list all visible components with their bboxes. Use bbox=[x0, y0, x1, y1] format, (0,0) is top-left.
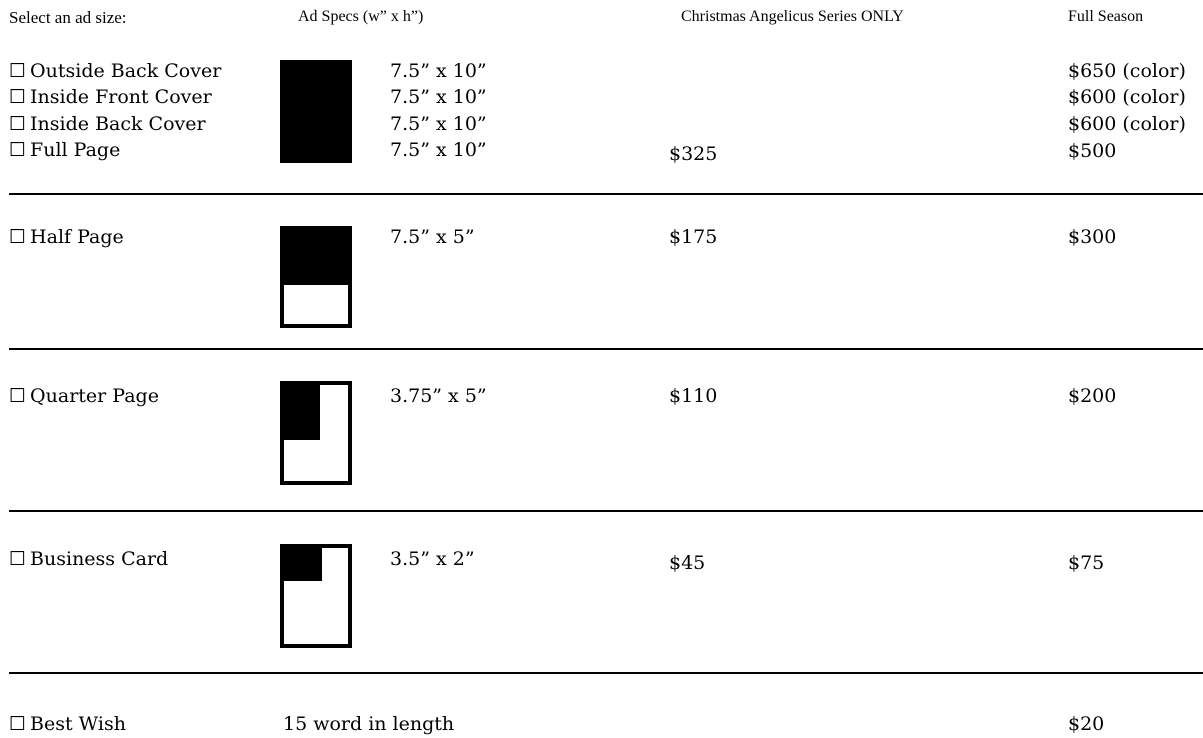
ad-area-fill bbox=[284, 385, 320, 440]
checkbox[interactable]: ☐ bbox=[9, 60, 27, 82]
season-price-business-card: $75 bbox=[1068, 552, 1105, 574]
christmas-price-half-page: $175 bbox=[669, 226, 718, 248]
option-inside-front-cover[interactable]: ☐ Inside Front Cover bbox=[9, 85, 212, 109]
option-label: Quarter Page bbox=[30, 385, 159, 407]
season-price-best-wish: $20 bbox=[1068, 713, 1105, 735]
option-full-page[interactable]: ☐ Full Page bbox=[9, 138, 120, 162]
divider bbox=[9, 193, 1203, 195]
season-price-inside-front-cover: $600 (color) bbox=[1068, 86, 1186, 108]
option-half-page[interactable]: ☐ Half Page bbox=[9, 225, 124, 249]
season-price-full-page: $500 bbox=[1068, 140, 1117, 162]
business-card-ad-icon bbox=[280, 544, 352, 648]
option-business-card[interactable]: ☐ Business Card bbox=[9, 547, 168, 571]
option-label: Inside Back Cover bbox=[30, 113, 206, 135]
spec-best-wish: 15 word in length bbox=[283, 713, 455, 735]
christmas-series-heading: Christmas Angelicus Series ONLY bbox=[681, 8, 904, 25]
option-label: Outside Back Cover bbox=[30, 60, 222, 82]
spec-full-page: 7.5” x 10” bbox=[390, 139, 487, 161]
season-price-inside-back-cover: $600 (color) bbox=[1068, 113, 1186, 135]
checkbox[interactable]: ☐ bbox=[9, 113, 27, 135]
full-page-ad-icon bbox=[280, 60, 352, 163]
spec-inside-back-cover: 7.5” x 10” bbox=[390, 113, 487, 135]
full-season-heading: Full Season bbox=[1068, 8, 1144, 25]
option-label: Inside Front Cover bbox=[30, 86, 212, 108]
option-label: Business Card bbox=[30, 548, 169, 570]
quarter-page-ad-icon bbox=[280, 381, 352, 485]
christmas-price-business-card: $45 bbox=[669, 552, 706, 574]
ad-area-fill bbox=[284, 548, 322, 581]
spec-business-card: 3.5” x 2” bbox=[390, 548, 475, 570]
select-ad-size-heading: Select an ad size: bbox=[9, 8, 127, 27]
spec-quarter-page: 3.75” x 5” bbox=[390, 385, 487, 407]
christmas-price-quarter-page: $110 bbox=[669, 385, 718, 407]
spec-inside-front-cover: 7.5” x 10” bbox=[390, 86, 487, 108]
divider bbox=[9, 348, 1203, 350]
half-page-ad-icon bbox=[280, 226, 352, 328]
season-price-outside-back-cover: $650 (color) bbox=[1068, 60, 1186, 82]
divider bbox=[9, 672, 1203, 674]
checkbox[interactable]: ☐ bbox=[9, 86, 27, 108]
option-inside-back-cover[interactable]: ☐ Inside Back Cover bbox=[9, 112, 206, 136]
checkbox[interactable]: ☐ bbox=[9, 713, 27, 735]
season-price-half-page: $300 bbox=[1068, 226, 1117, 248]
spec-outside-back-cover: 7.5” x 10” bbox=[390, 60, 487, 82]
checkbox[interactable]: ☐ bbox=[9, 548, 27, 570]
checkbox[interactable]: ☐ bbox=[9, 385, 27, 407]
checkbox[interactable]: ☐ bbox=[9, 226, 27, 248]
option-label: Full Page bbox=[30, 139, 121, 161]
option-best-wish[interactable]: ☐ Best Wish bbox=[9, 712, 126, 736]
option-quarter-page[interactable]: ☐ Quarter Page bbox=[9, 384, 159, 408]
ad-area-fill bbox=[284, 230, 348, 285]
season-price-quarter-page: $200 bbox=[1068, 385, 1117, 407]
divider bbox=[9, 510, 1203, 512]
christmas-price-full-page: $325 bbox=[669, 143, 718, 165]
spec-half-page: 7.5” x 5” bbox=[390, 226, 475, 248]
option-label: Best Wish bbox=[30, 713, 126, 735]
option-label: Half Page bbox=[30, 226, 124, 248]
option-outside-back-cover[interactable]: ☐ Outside Back Cover bbox=[9, 59, 221, 83]
checkbox[interactable]: ☐ bbox=[9, 139, 27, 161]
ad-specs-heading: Ad Specs (w” x h”) bbox=[298, 8, 424, 25]
